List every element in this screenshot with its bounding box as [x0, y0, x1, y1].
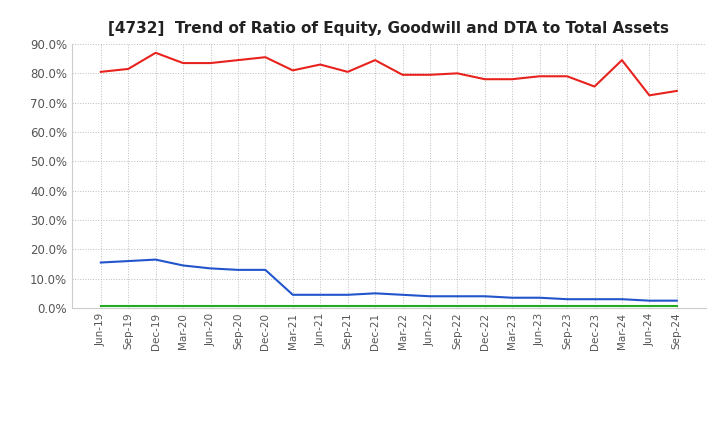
Equity — [453, 71, 462, 76]
Equity — [645, 93, 654, 98]
Goodwill — [536, 295, 544, 301]
Deferred Tax Assets — [151, 303, 160, 308]
Deferred Tax Assets — [233, 303, 242, 308]
Equity — [233, 58, 242, 63]
Deferred Tax Assets — [96, 303, 105, 308]
Goodwill — [343, 292, 352, 297]
Line: Goodwill: Goodwill — [101, 260, 677, 301]
Equity — [289, 68, 297, 73]
Line: Equity: Equity — [101, 53, 677, 95]
Goodwill — [618, 297, 626, 302]
Deferred Tax Assets — [590, 303, 599, 308]
Deferred Tax Assets — [480, 303, 489, 308]
Goodwill — [398, 292, 407, 297]
Equity — [426, 72, 434, 77]
Deferred Tax Assets — [563, 303, 572, 308]
Goodwill — [426, 293, 434, 299]
Equity — [536, 73, 544, 79]
Goodwill — [151, 257, 160, 262]
Goodwill — [316, 292, 325, 297]
Goodwill — [124, 258, 132, 264]
Equity — [124, 66, 132, 72]
Goodwill — [508, 295, 516, 301]
Equity — [316, 62, 325, 67]
Deferred Tax Assets — [261, 303, 270, 308]
Equity — [179, 60, 187, 66]
Goodwill — [96, 260, 105, 265]
Deferred Tax Assets — [371, 303, 379, 308]
Goodwill — [179, 263, 187, 268]
Equity — [618, 58, 626, 63]
Goodwill — [645, 298, 654, 303]
Deferred Tax Assets — [618, 303, 626, 308]
Equity — [96, 69, 105, 74]
Deferred Tax Assets — [124, 303, 132, 308]
Equity — [508, 77, 516, 82]
Equity — [206, 60, 215, 66]
Deferred Tax Assets — [645, 303, 654, 308]
Equity — [398, 72, 407, 77]
Goodwill — [289, 292, 297, 297]
Goodwill — [563, 297, 572, 302]
Goodwill — [590, 297, 599, 302]
Equity — [672, 88, 681, 94]
Equity — [590, 84, 599, 89]
Goodwill — [371, 291, 379, 296]
Deferred Tax Assets — [453, 303, 462, 308]
Deferred Tax Assets — [536, 303, 544, 308]
Goodwill — [206, 266, 215, 271]
Equity — [343, 69, 352, 74]
Deferred Tax Assets — [179, 303, 187, 308]
Equity — [371, 58, 379, 63]
Deferred Tax Assets — [426, 303, 434, 308]
Equity — [261, 55, 270, 60]
Title: [4732]  Trend of Ratio of Equity, Goodwill and DTA to Total Assets: [4732] Trend of Ratio of Equity, Goodwil… — [108, 21, 670, 36]
Deferred Tax Assets — [206, 303, 215, 308]
Goodwill — [453, 293, 462, 299]
Goodwill — [672, 298, 681, 303]
Deferred Tax Assets — [316, 303, 325, 308]
Goodwill — [480, 293, 489, 299]
Deferred Tax Assets — [672, 303, 681, 308]
Deferred Tax Assets — [343, 303, 352, 308]
Equity — [563, 73, 572, 79]
Goodwill — [233, 267, 242, 272]
Deferred Tax Assets — [289, 303, 297, 308]
Equity — [480, 77, 489, 82]
Deferred Tax Assets — [398, 303, 407, 308]
Equity — [151, 50, 160, 55]
Deferred Tax Assets — [508, 303, 516, 308]
Goodwill — [261, 267, 270, 272]
